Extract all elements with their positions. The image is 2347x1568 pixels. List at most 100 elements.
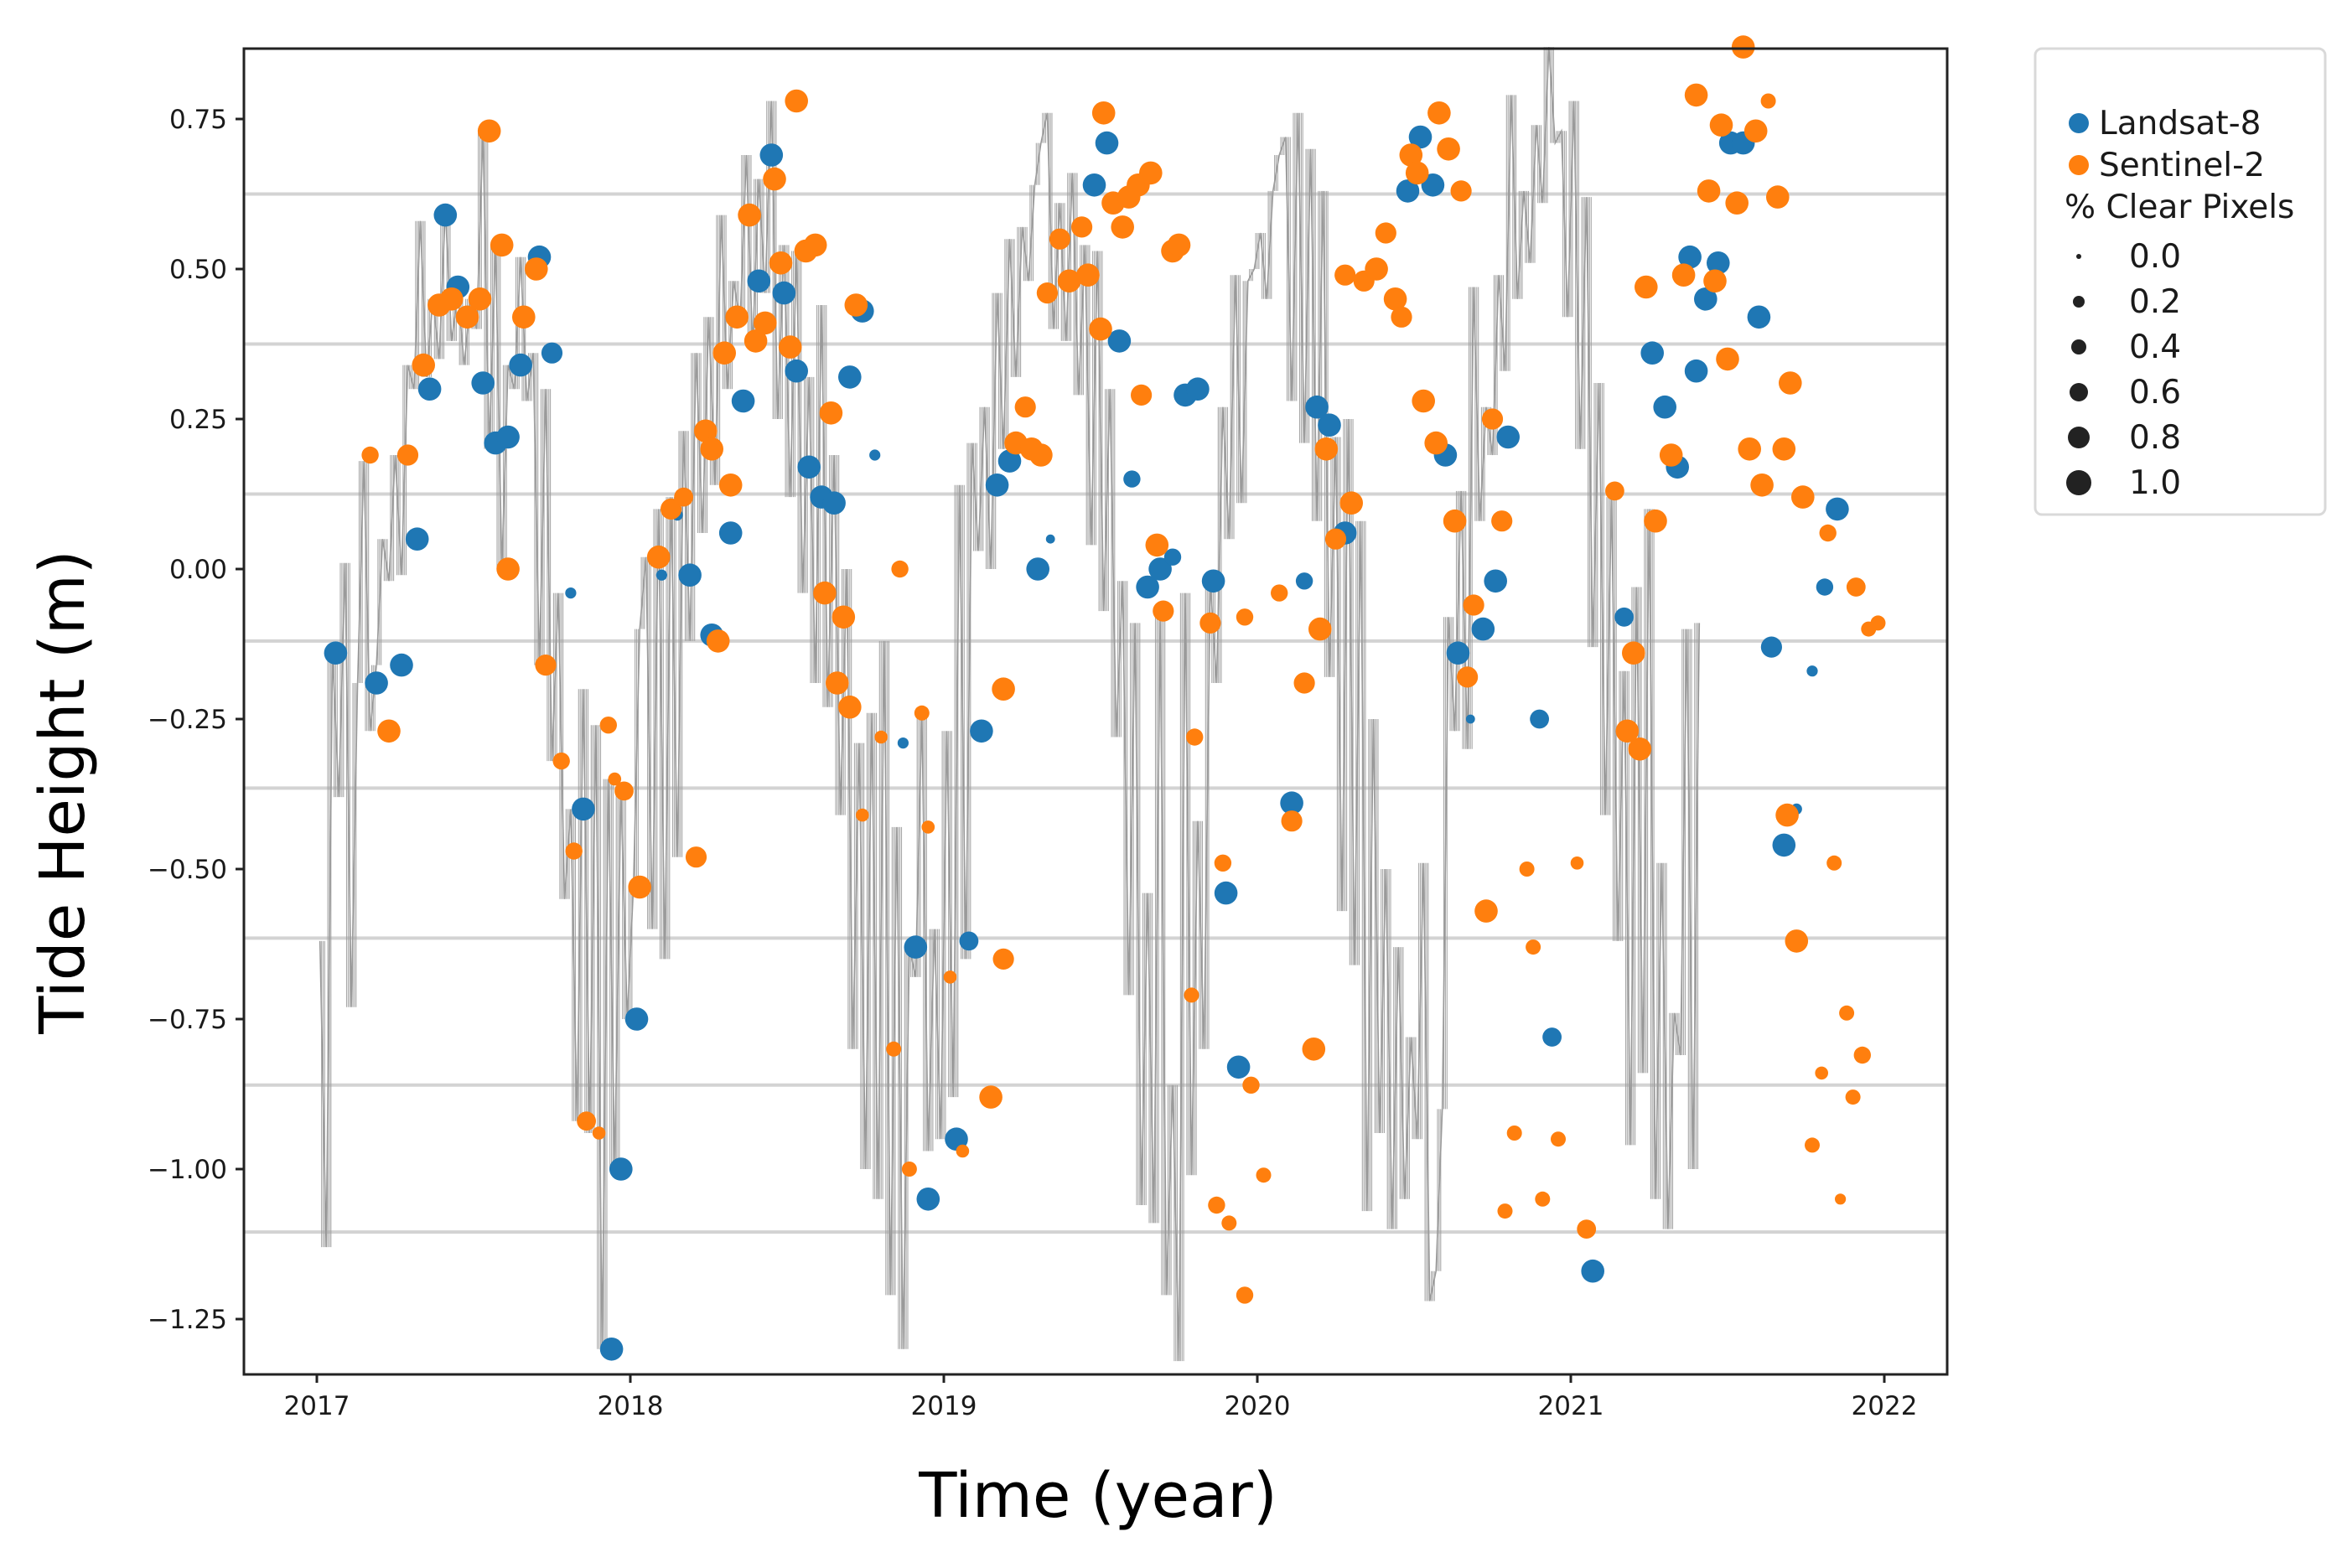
landsat-8-point-53 [1201, 569, 1225, 593]
sentinel-2-point-23 [661, 498, 682, 520]
landsat-8-point-65 [1446, 641, 1470, 665]
landsat-8-point-84 [1760, 636, 1782, 658]
sentinel-2-point-9 [490, 233, 514, 257]
sentinel-2-point-26 [694, 419, 718, 443]
landsat-8-point-1 [365, 671, 388, 695]
landsat-8-point-39 [970, 719, 993, 743]
sentinel-2-point-68 [1089, 317, 1112, 341]
sentinel-2-point-80 [1184, 987, 1199, 1003]
sentinel-2-point-138 [1725, 191, 1749, 215]
y-tick-label: 0.25 [169, 405, 227, 435]
landsat-8-point-23 [731, 389, 755, 413]
sentinel-2-point-7 [468, 287, 492, 311]
sentinel-2-point-156 [1845, 1089, 1861, 1105]
landsat-8-point-18 [655, 569, 668, 581]
x-tick-label: 2019 [911, 1391, 977, 1421]
sentinel-2-point-69 [1091, 101, 1116, 125]
landsat-8-point-85 [1772, 833, 1796, 857]
landsat-8-point-63 [1421, 173, 1445, 197]
landsat-8-point-73 [1614, 607, 1634, 627]
sentinel-2-point-94 [1308, 617, 1332, 641]
sentinel-2-point-128 [1628, 737, 1652, 761]
landsat-8-point-61 [1396, 179, 1420, 203]
landsat-8-point-2 [390, 653, 413, 677]
sentinel-2-point-90 [1271, 584, 1288, 602]
legend-size-marker [2070, 383, 2088, 401]
landsat-8-point-35 [904, 935, 928, 959]
sentinel-2-point-28 [706, 629, 730, 653]
sentinel-2-point-146 [1775, 803, 1799, 827]
legend-size-entries: 0.0 0.2 0.4 0.6 0.8 1.0 [2066, 238, 2181, 502]
sentinel-2-point-135 [1703, 269, 1727, 293]
landsat-8-point-89 [1826, 497, 1849, 521]
sentinel-2-point-20 [614, 781, 634, 801]
sentinel-2-point-53 [921, 820, 935, 834]
y-tick-label: −0.75 [148, 1005, 227, 1035]
sentinel-2-point-104 [1399, 143, 1423, 167]
sentinel-2-point-142 [1750, 474, 1774, 497]
landsat-8-point-54 [1214, 881, 1238, 905]
sentinel-2-point-91 [1281, 810, 1303, 832]
landsat-8-point-68 [1484, 569, 1507, 593]
sentinel-2-point-63 [1036, 282, 1058, 304]
sentinel-2-point-129 [1635, 275, 1658, 299]
legend-label-landsat: Landsat-8 [2099, 105, 2262, 142]
sentinel-2-point-8 [477, 119, 501, 143]
observation-points [324, 35, 1886, 1361]
landsat-8-point-41 [997, 449, 1022, 473]
sentinel-2-point-17 [592, 1126, 606, 1140]
landsat-8-point-16 [609, 1157, 633, 1181]
landsat-8-point-56 [1280, 791, 1303, 815]
legend-marker-landsat [2069, 113, 2089, 133]
landsat-8-point-4 [417, 377, 442, 401]
sentinel-2-point-107 [1424, 431, 1448, 455]
sentinel-2-point-37 [778, 335, 802, 359]
sentinel-2-point-43 [826, 671, 849, 695]
sentinel-2-point-31 [725, 305, 749, 329]
sentinel-2-point-75 [1139, 161, 1163, 185]
landsat-8-point-66 [1465, 714, 1475, 724]
sentinel-2-point-106 [1412, 389, 1435, 413]
landsat-8-point-38 [959, 931, 979, 951]
sentinel-2-point-89 [1256, 1167, 1272, 1183]
landsat-8-point-34 [897, 737, 909, 749]
sentinel-2-point-38 [785, 89, 808, 113]
legend-box [2034, 47, 2327, 516]
sentinel-2-point-64 [1049, 228, 1070, 250]
sentinel-2-point-44 [832, 605, 856, 629]
sentinel-2-point-148 [1785, 929, 1809, 953]
sentinel-2-point-88 [1242, 1076, 1260, 1094]
landsat-8-point-27 [785, 359, 808, 383]
sentinel-2-point-12 [525, 257, 548, 281]
sentinel-2-point-47 [856, 808, 869, 822]
sentinel-2-point-83 [1208, 1196, 1225, 1214]
sentinel-2-point-109 [1437, 137, 1460, 161]
legend-size-marker [2071, 339, 2086, 354]
landsat-8-point-31 [838, 365, 862, 389]
legend-size-label: 0.2 [2129, 283, 2181, 321]
sentinel-2-point-113 [1463, 594, 1484, 616]
landsat-8-point-80 [1707, 251, 1730, 275]
sentinel-2-point-136 [1709, 113, 1733, 137]
sentinel-2-point-127 [1622, 641, 1645, 665]
landsat-8-point-48 [1136, 575, 1159, 599]
sentinel-2-point-1 [377, 719, 401, 743]
sentinel-2-point-92 [1293, 672, 1315, 694]
landsat-8-point-59 [1318, 413, 1341, 437]
sentinel-2-point-87 [1236, 1286, 1254, 1304]
sentinel-2-point-125 [1605, 481, 1624, 501]
sentinel-2-point-119 [1519, 862, 1535, 877]
sentinel-2-point-95 [1314, 437, 1339, 461]
sentinel-2-point-103 [1391, 306, 1412, 328]
sentinel-2-point-6 [455, 305, 479, 329]
sentinel-2-point-93 [1302, 1038, 1326, 1061]
landsat-8-point-42 [1026, 557, 1049, 581]
landsat-8-point-88 [1816, 578, 1834, 596]
y-tick-label: 0.75 [169, 105, 227, 135]
sentinel-2-point-52 [914, 705, 930, 721]
sentinel-2-point-51 [901, 1162, 917, 1177]
landsat-8-point-74 [1640, 341, 1664, 365]
y-tick-label: 0.50 [169, 255, 227, 285]
landsat-8-point-78 [1684, 359, 1708, 383]
sentinel-2-point-98 [1339, 491, 1363, 515]
